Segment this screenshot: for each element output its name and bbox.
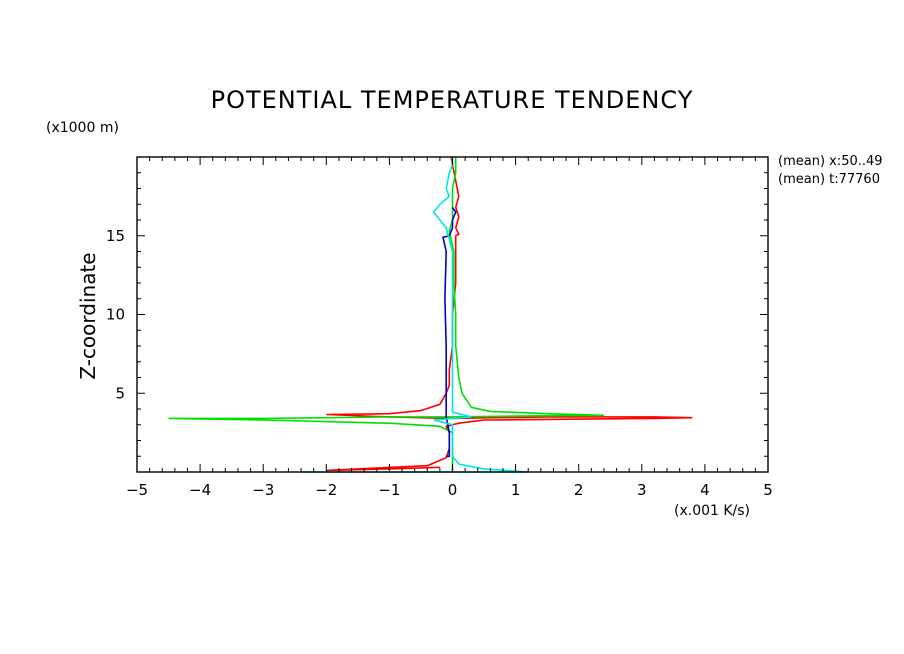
- x-tick-label: 1: [511, 481, 521, 499]
- x-tick-label: −5: [126, 481, 148, 499]
- x-tick-label: 5: [763, 481, 773, 499]
- y-axis-unit: (x1000 m): [46, 120, 119, 136]
- x-tick-label: −2: [315, 481, 337, 499]
- series-line-blue: [442, 206, 457, 458]
- axes-layer: −5 −4 −3 −2 −1 0 1 2 3 4 5 5 10 15: [106, 156, 773, 499]
- y-tick-label: 5: [115, 384, 125, 402]
- series-line-green: [168, 157, 604, 472]
- annotation-t-mean: (mean) t:77760: [778, 172, 880, 187]
- x-tick-label: 0: [448, 481, 458, 499]
- x-tick-label: −1: [378, 481, 400, 499]
- x-tick-label: 2: [574, 481, 584, 499]
- series-line-cyan: [301, 157, 529, 473]
- x-tick-label: −3: [252, 481, 274, 499]
- y-axis-label: Z-coordinate: [76, 252, 100, 380]
- y-tick-label: 10: [106, 306, 125, 324]
- x-tick-label: −4: [189, 481, 211, 499]
- chart-title: POTENTIAL TEMPERATURE TENDENCY: [210, 86, 694, 114]
- x-axis-label: (x.001 K/s): [674, 503, 751, 519]
- x-tick-label: 3: [637, 481, 647, 499]
- x-tick-label: 4: [700, 481, 710, 499]
- y-tick-label: 15: [106, 227, 125, 245]
- annotation-x-mean: (mean) x:50..49: [778, 154, 883, 169]
- series-layer: [168, 156, 693, 473]
